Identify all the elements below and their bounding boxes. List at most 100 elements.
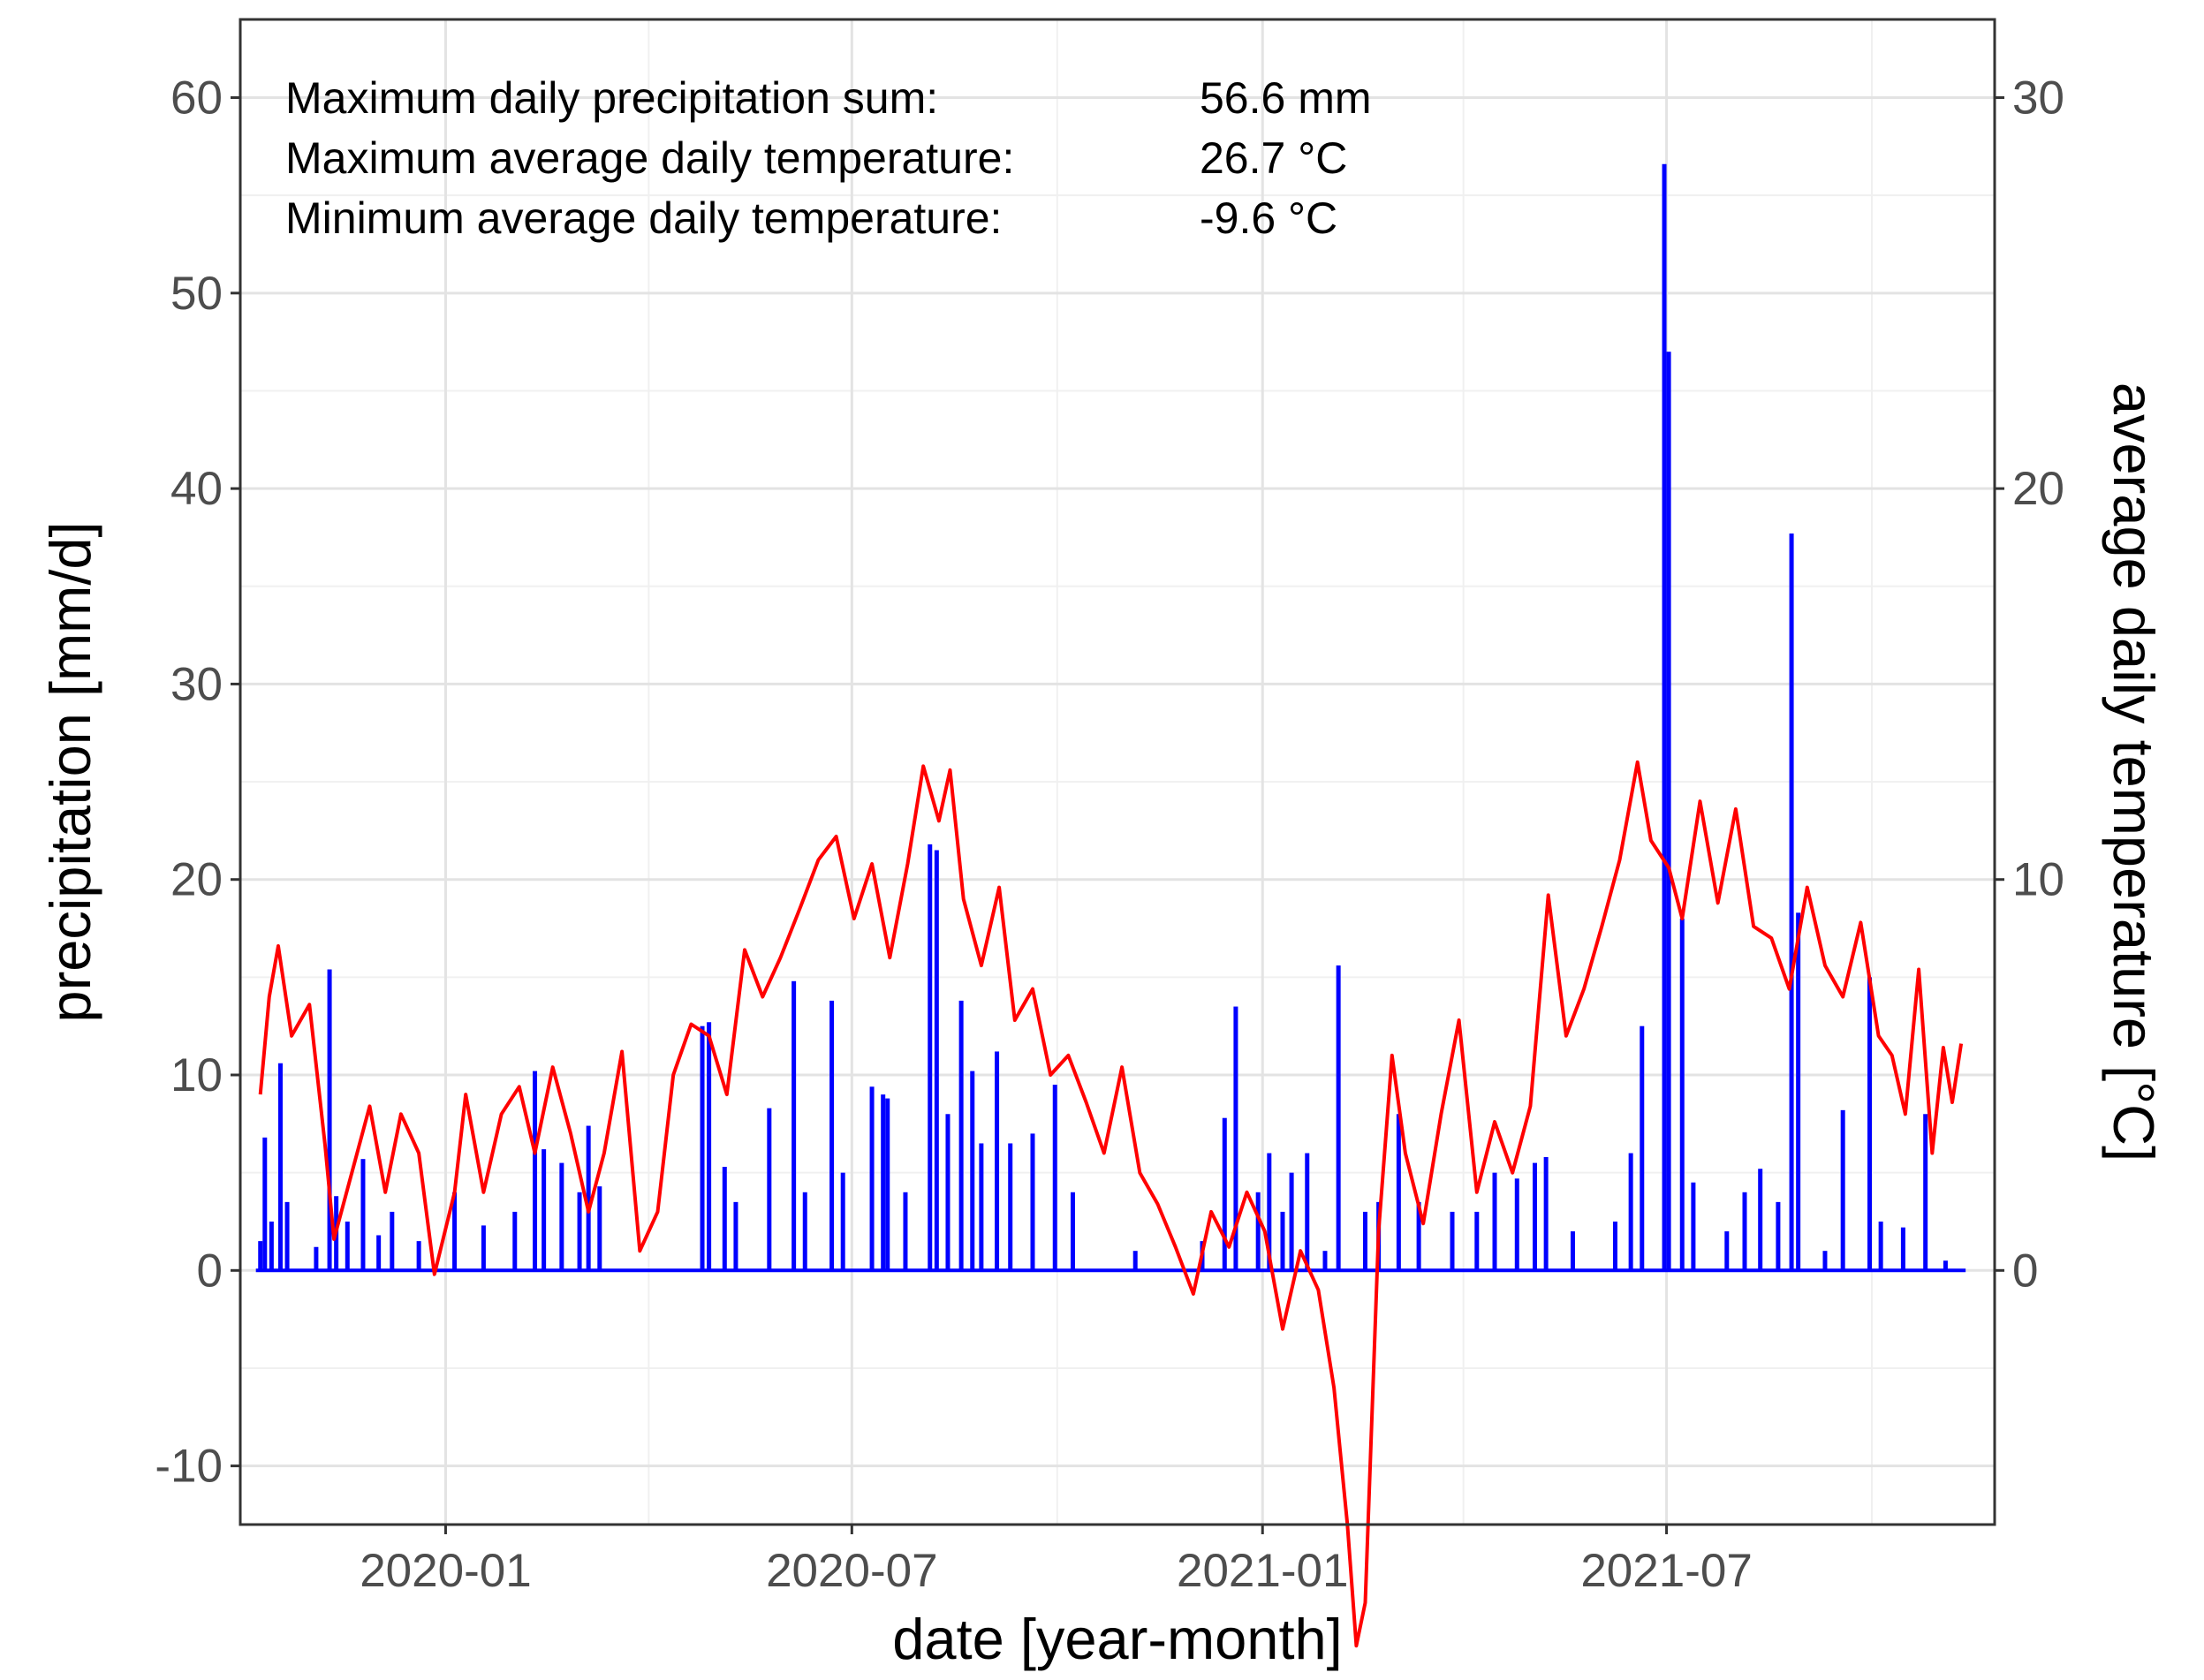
precipitation-bar bbox=[1796, 912, 1801, 1271]
precipitation-bar bbox=[700, 1025, 705, 1271]
annotation-label: Maximum average daily temperature: bbox=[285, 133, 1014, 183]
precipitation-bar bbox=[1052, 1085, 1057, 1271]
precipitation-bar bbox=[934, 850, 939, 1271]
precipitation-bar bbox=[928, 844, 933, 1271]
precipitation-bar bbox=[881, 1094, 886, 1271]
x-tick-label: 2020-01 bbox=[360, 1545, 532, 1597]
precipitation-bar bbox=[1543, 1156, 1549, 1271]
precipitation-bar bbox=[767, 1108, 772, 1271]
precipitation-bar bbox=[1132, 1251, 1138, 1271]
precipitation-bar bbox=[970, 1071, 975, 1271]
precipitation-bar bbox=[903, 1192, 908, 1271]
precipitation-bar bbox=[829, 1000, 835, 1271]
axes: -10 0 10 20 30 40 50 60 0 10 20 30 2020-01 2020-07 202… bbox=[155, 72, 2064, 1597]
precipitation-bar bbox=[1776, 1201, 1781, 1271]
precipitation-bar bbox=[1255, 1192, 1261, 1271]
precipitation-bar bbox=[733, 1201, 738, 1271]
y-right-tick-label: 30 bbox=[2012, 72, 2064, 125]
precipitation-bar bbox=[958, 1000, 964, 1271]
precipitation-bar bbox=[360, 1159, 366, 1271]
precipitation-bar bbox=[1514, 1178, 1519, 1271]
precipitation-bar bbox=[481, 1225, 486, 1271]
precipitation-bar bbox=[1336, 965, 1341, 1271]
precipitation-bar bbox=[945, 1114, 951, 1271]
precipitation-bar bbox=[840, 1172, 845, 1271]
y-right-tick-label: 20 bbox=[2012, 463, 2064, 515]
precipitation-bar bbox=[1030, 1133, 1035, 1271]
y-left-tick-label: 10 bbox=[170, 1049, 223, 1101]
precipitation-bar bbox=[1662, 163, 1667, 1271]
precipitation-bar bbox=[802, 1192, 807, 1271]
precipitation-bar bbox=[979, 1143, 984, 1271]
precipitation-bar bbox=[1878, 1221, 1883, 1271]
annotation-value: -9.6 °C bbox=[1200, 193, 1337, 243]
precipitation-bar bbox=[995, 1051, 1000, 1271]
precipitation-bar bbox=[791, 980, 797, 1271]
precipitation-bar bbox=[1267, 1153, 1272, 1271]
precipitation-bar bbox=[869, 1086, 875, 1271]
precipitation-bar bbox=[1362, 1211, 1367, 1271]
plot-panel-border bbox=[239, 18, 1996, 1526]
precipitation-bar bbox=[1923, 1114, 1928, 1271]
precipitation-bar bbox=[262, 1137, 268, 1271]
precipitation-bar bbox=[1758, 1169, 1763, 1271]
precipitation-bar bbox=[559, 1162, 564, 1271]
x-axis-title: date [year-month] bbox=[892, 1607, 1342, 1671]
precipitation-bar bbox=[1532, 1162, 1537, 1271]
precipitation-bar bbox=[707, 1022, 712, 1271]
precipitation-bar bbox=[1289, 1172, 1294, 1271]
precipitation-bar bbox=[1305, 1153, 1310, 1271]
y-left-tick-label: -10 bbox=[155, 1441, 223, 1493]
precipitation-bar bbox=[1900, 1227, 1905, 1271]
precipitation-bar bbox=[1867, 977, 1873, 1271]
precipitation-bar bbox=[1450, 1211, 1455, 1271]
precipitation-bar bbox=[1233, 1006, 1238, 1271]
precipitation-bars bbox=[255, 163, 1966, 1273]
precipitation-bar bbox=[345, 1221, 350, 1271]
precipitation-bar bbox=[277, 1063, 283, 1271]
temperature-line bbox=[258, 760, 1964, 1648]
precipitation-bar bbox=[1396, 1114, 1401, 1271]
precipitation-bar bbox=[885, 1098, 890, 1271]
precipitation-bar bbox=[1570, 1231, 1575, 1271]
precipitation-bar bbox=[1474, 1211, 1480, 1271]
precipitation-bar bbox=[1943, 1260, 1948, 1271]
precipitation-bar bbox=[1679, 918, 1685, 1271]
temperature-line-group bbox=[258, 760, 1964, 1648]
precipitation-bar bbox=[1840, 1109, 1845, 1271]
precipitation-bar bbox=[1666, 352, 1671, 1271]
precipitation-bar bbox=[284, 1201, 290, 1271]
precipitation-bar bbox=[1822, 1251, 1828, 1271]
annotation-label: Maximum daily precipitation sum: bbox=[285, 73, 938, 123]
annotation-label: Minimum average daily temperature: bbox=[285, 193, 1002, 243]
precipitation-bar bbox=[258, 1241, 263, 1271]
y-left-tick-label: 0 bbox=[197, 1245, 223, 1297]
precipitation-bar bbox=[416, 1241, 421, 1271]
precipitation-bar bbox=[577, 1192, 582, 1271]
precipitation-bar bbox=[512, 1211, 518, 1271]
precipitation-bar bbox=[1691, 1182, 1696, 1271]
precipitation-bar bbox=[1008, 1143, 1013, 1271]
annotation-value: 26.7 °C bbox=[1200, 133, 1347, 183]
precipitation-bar bbox=[327, 969, 332, 1271]
precipitation-bar bbox=[1222, 1117, 1227, 1271]
x-tick-label: 2021-01 bbox=[1177, 1545, 1349, 1597]
precipitation-bar bbox=[586, 1125, 591, 1271]
x-tick-label: 2020-07 bbox=[766, 1545, 938, 1597]
y-left-tick-label: 30 bbox=[170, 658, 223, 710]
precipitation-bar bbox=[376, 1235, 382, 1271]
x-tick-label: 2021-07 bbox=[1580, 1545, 1753, 1597]
precipitation-bar bbox=[1612, 1221, 1617, 1271]
precipitation-bar bbox=[1789, 534, 1794, 1271]
precipitation-bar bbox=[1742, 1192, 1747, 1271]
y-right-tick-label: 0 bbox=[2012, 1245, 2038, 1297]
annotation-value: 56.6 mm bbox=[1200, 73, 1372, 123]
precipitation-bar bbox=[269, 1221, 274, 1271]
precipitation-bar bbox=[1070, 1192, 1075, 1271]
y-left-tick-label: 20 bbox=[170, 854, 223, 906]
precipitation-bar bbox=[542, 1149, 547, 1271]
precipitation-bar bbox=[1640, 1025, 1645, 1271]
precipitation-bar bbox=[452, 1192, 458, 1271]
